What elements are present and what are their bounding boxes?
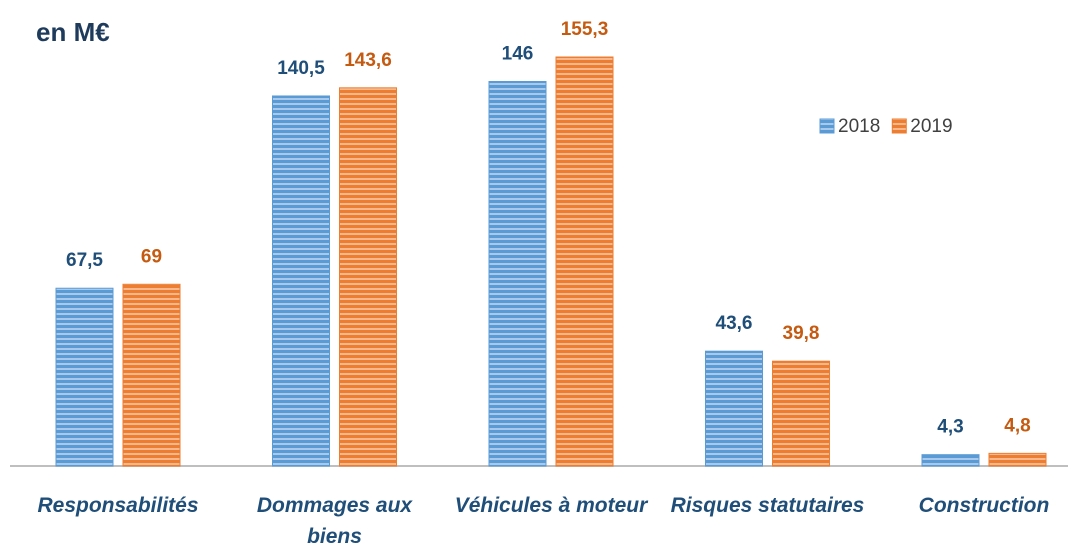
bar [339, 87, 397, 467]
value-label: 39,8 [783, 323, 820, 344]
bar [55, 287, 114, 467]
x-tick-label: Risques statutaires [670, 494, 865, 517]
bar [772, 360, 830, 467]
bar [122, 283, 181, 467]
value-label: 4,8 [1004, 415, 1030, 436]
x-tick-label: Responsabilités [37, 494, 199, 517]
value-label: 155,3 [561, 19, 609, 40]
legend-swatch [819, 118, 835, 134]
bar [555, 56, 614, 467]
value-label: 143,6 [344, 50, 392, 71]
x-tick-label: Construction [918, 494, 1050, 517]
value-label: 146 [502, 44, 534, 65]
legend-label: 2018 [838, 116, 880, 137]
value-label: 4,3 [937, 417, 963, 438]
bar [988, 452, 1047, 467]
value-label: 69 [141, 246, 162, 267]
value-label: 43,6 [716, 313, 753, 334]
value-label: 140,5 [277, 58, 325, 79]
x-tick-label: Véhicules à moteur [454, 494, 648, 517]
bar [921, 454, 980, 467]
x-tick-label: Dommages aux biens [256, 494, 413, 548]
bar [272, 95, 330, 467]
bar [705, 350, 763, 467]
chart-title: en M€ [36, 17, 110, 47]
legend-label: 2019 [910, 116, 952, 137]
bar [488, 80, 547, 467]
legend-swatch [891, 118, 907, 134]
value-label: 67,5 [66, 250, 103, 271]
